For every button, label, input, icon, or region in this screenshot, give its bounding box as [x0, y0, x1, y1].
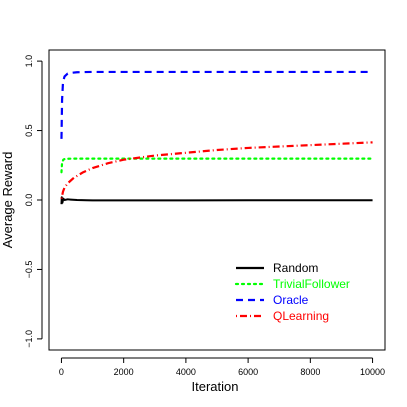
x-tick-label: 0	[59, 367, 64, 377]
y-tick-label: −0.5	[24, 261, 34, 279]
series-line-trivialfollower	[60, 157, 374, 174]
legend-label-oracle: Oracle	[273, 293, 309, 307]
x-tick-label: 6000	[238, 367, 258, 377]
y-tick-label: 0.0	[24, 194, 34, 207]
x-axis-title: Iteration	[192, 379, 239, 394]
legend: Random TrivialFollower Oracle QLearning	[234, 261, 350, 323]
y-axis: −1.0 −0.5 0.0 0.5 1.0	[24, 55, 43, 348]
x-tick-label: 8000	[300, 367, 320, 377]
y-tick-label: −1.0	[24, 330, 34, 348]
legend-label-trivialfollower: TrivialFollower	[273, 277, 350, 291]
y-tick-label: 0.5	[24, 124, 34, 137]
x-tick-label: 10000	[360, 367, 385, 377]
series-line-qlearning	[60, 141, 373, 199]
x-tick-label: 2000	[114, 367, 134, 377]
plot-frame	[48, 49, 386, 351]
y-axis-title: Average Reward	[0, 152, 15, 249]
x-axis: 0 2000 4000 6000 8000 10000	[59, 357, 385, 377]
legend-label-qlearning: QLearning	[273, 309, 329, 323]
legend-label-random: Random	[273, 261, 318, 275]
series-layer	[60, 70, 374, 205]
x-tick-label: 4000	[176, 367, 196, 377]
series-line-random	[60, 196, 373, 205]
series-line-oracle	[60, 70, 373, 139]
y-tick-label: 1.0	[24, 55, 34, 68]
